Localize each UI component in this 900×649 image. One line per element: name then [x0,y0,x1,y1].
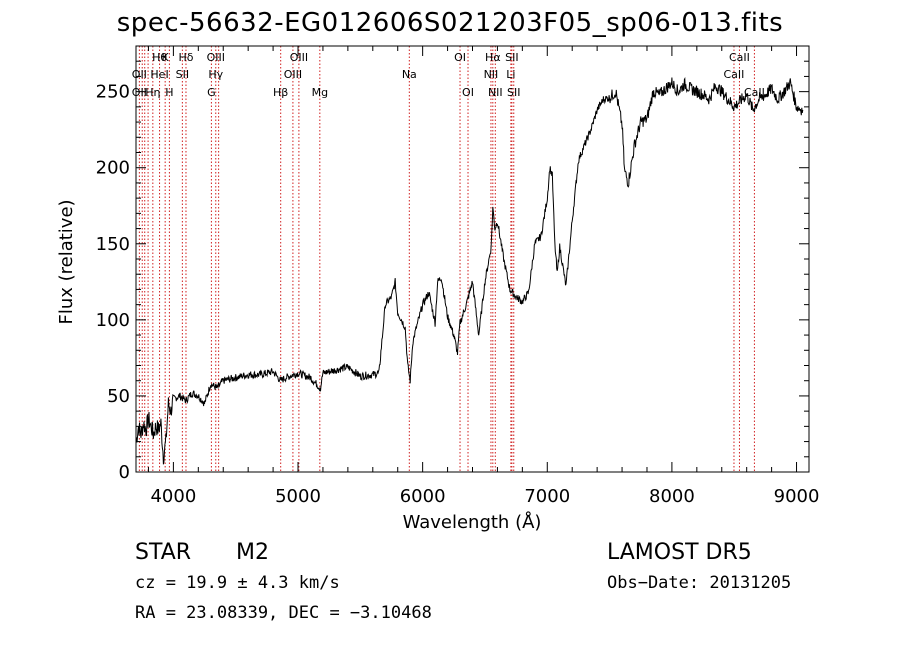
line-label: OIII [290,51,308,64]
x-tick-label: 8000 [649,486,695,507]
y-axis-label: Flux (relative) [56,199,77,324]
line-label: H [165,86,173,99]
line-label: OIII [207,51,225,64]
line-label: Li [506,68,515,81]
line-label: OI [454,51,466,64]
survey-name: LAMOST DR5 [607,540,752,565]
line-label: NII [488,86,503,99]
line-label: OIII [284,68,302,81]
line-label: Hβ [273,86,288,99]
line-label: OII [132,68,147,81]
line-label: SII [505,51,518,64]
line-label: Hγ [208,68,223,81]
line-label: G [207,86,216,99]
x-tick-label: 5000 [275,486,321,507]
y-tick-label: 200 [96,158,130,179]
line-label: Hη [145,86,160,99]
spectral-line-labels: HθK Hδ OIII OIII OI Hα SII CaII OII HeI SII Hγ OIII N… [132,51,765,99]
line-label: Na [402,68,417,81]
line-label: K [162,51,170,64]
object-subclass: M2 [236,540,269,565]
y-tick-label: 250 [96,82,130,103]
line-label: Hα [485,51,501,64]
line-label: CaII [724,68,745,81]
coordinates-text: RA = 23.08339, DEC = −3.10468 [135,603,432,623]
observation-date: Obs−Date: 20131205 [607,573,792,593]
line-label: Mg [312,86,328,99]
line-label: SII [176,68,189,81]
x-axis-ticks: 4000 5000 6000 7000 8000 9000 [147,46,820,507]
x-axis-label: Wavelength (Å) [403,511,542,533]
y-tick-label: 0 [119,462,130,483]
object-class: STAR [135,540,192,565]
chart-title: spec-56632-EG012606S021203F05_sp06-013.f… [116,8,784,38]
line-label: Hδ [178,51,193,64]
line-label: NII [484,68,499,81]
redshift-text: cz = 19.9 ± 4.3 km/s [135,573,340,593]
spectral-line-markers [138,46,755,472]
line-label: CaII [729,51,750,64]
plot-frame [135,45,810,473]
y-tick-label: 150 [96,234,130,255]
x-tick-label: 7000 [524,486,570,507]
line-label: Hθ [152,51,167,64]
spectrum-line [135,76,804,465]
x-tick-label: 6000 [400,486,446,507]
y-axis-ticks: 0 50 100 150 200 250 [96,60,809,483]
x-tick-label: 9000 [774,486,820,507]
line-label: HeI [150,68,168,81]
line-label: SII [507,86,520,99]
x-tick-label: 4000 [150,486,196,507]
y-tick-label: 50 [107,386,130,407]
line-label: OI [462,86,474,99]
y-tick-label: 100 [96,310,130,331]
